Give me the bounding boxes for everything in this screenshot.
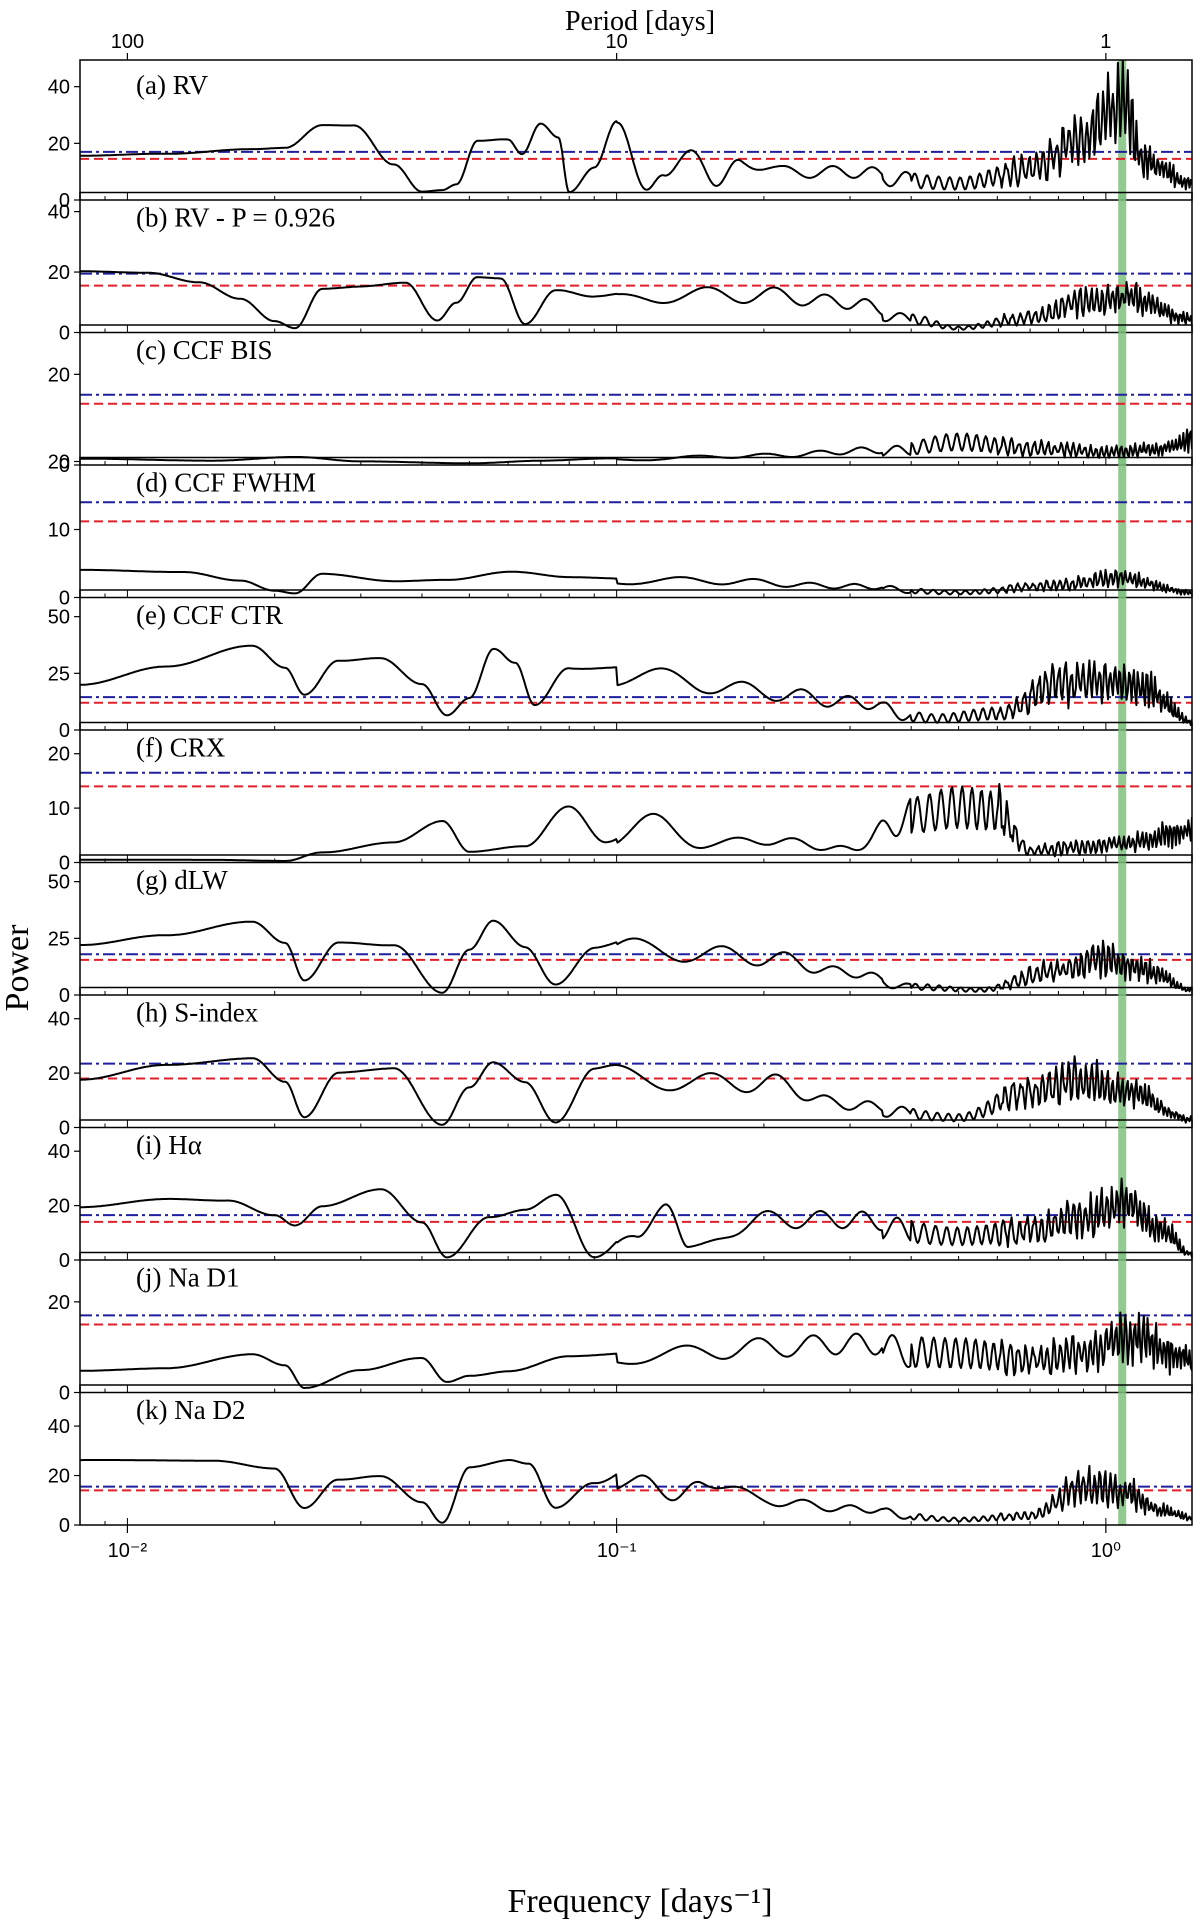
- power-series-line: [80, 1177, 1192, 1259]
- y-tick-label: 0: [59, 455, 70, 477]
- y-tick-label: 20: [48, 133, 70, 155]
- highlight-band: [1118, 60, 1127, 200]
- y-tick-label: 0: [59, 190, 70, 212]
- top-tick-label: 1: [1100, 31, 1111, 53]
- y-tick-label: 10: [48, 520, 70, 542]
- top-tick-label: 100: [111, 31, 144, 53]
- highlight-band: [1118, 457, 1127, 598]
- panel-g: 0 25 50 (g) dLW: [48, 854, 1193, 1007]
- y-tick-label: 20: [48, 1063, 70, 1085]
- highlight-band: [1118, 590, 1127, 730]
- panel-d: 0 10 20 (d) CCF FWHM: [48, 452, 1193, 610]
- top-axis-title: Period [days]: [565, 6, 715, 37]
- x-tick-label: 10⁻¹: [597, 1540, 637, 1562]
- highlight-band: [1118, 1385, 1127, 1525]
- panel-frame: [79, 589, 1193, 731]
- panel-label: (a) RV: [136, 70, 209, 100]
- power-series-line: [80, 1311, 1192, 1389]
- panel-frame: [79, 456, 1193, 599]
- y-tick-label: 20: [48, 452, 70, 474]
- y-tick-label: 0: [59, 1515, 70, 1537]
- y-tick-label: 40: [48, 202, 70, 224]
- panel-label: (h) S-index: [136, 998, 259, 1028]
- x-tick-label: 10⁰: [1091, 1540, 1121, 1562]
- panel-frame: [79, 854, 1193, 996]
- y-tick-label: 20: [48, 364, 70, 386]
- top-axis-ticks: 100 10 1: [111, 31, 1111, 60]
- panel-f: 0 10 20 (f) CRX: [48, 721, 1193, 875]
- panel-frame: [79, 59, 1193, 201]
- highlight-band: [1118, 1252, 1127, 1393]
- panel-label: (e) CCF CTR: [136, 600, 283, 630]
- y-tick-label: 20: [48, 744, 70, 766]
- x-tick-label: 10⁻²: [108, 1540, 148, 1562]
- y-tick-label: 40: [48, 1416, 70, 1438]
- y-tick-label: 20: [48, 1292, 70, 1314]
- y-tick-label: 50: [48, 872, 70, 894]
- highlight-band: [1118, 722, 1127, 863]
- highlight-band: [1118, 987, 1127, 1128]
- panel-frame: [79, 1119, 1193, 1261]
- panel-label: (d) CCF FWHM: [136, 468, 316, 498]
- power-series-line: [80, 568, 1192, 596]
- panel-j: 0 20 (j) Na D1: [48, 1251, 1193, 1405]
- highlight-band: [1118, 855, 1127, 995]
- panel-frame: [79, 191, 1193, 334]
- y-tick-label: 10: [48, 798, 70, 820]
- y-tick-label: 0: [59, 1118, 70, 1140]
- panel-label: (c) CCF BIS: [136, 335, 273, 365]
- y-tick-label: 20: [48, 262, 70, 284]
- y-tick-label: 20: [48, 1466, 70, 1488]
- y-tick-label: 50: [48, 607, 70, 629]
- panel-b: 0 20 40 (b) RV - P = 0.926: [48, 191, 1193, 345]
- x-axis-title: Frequency [days⁻¹]: [507, 1883, 772, 1920]
- power-series-line: [80, 644, 1192, 727]
- panel-i: 0 20 40 (i) Hα: [48, 1119, 1193, 1272]
- y-tick-label: 0: [59, 1250, 70, 1272]
- y-tick-label: 40: [48, 1141, 70, 1163]
- power-series-line: [80, 270, 1192, 331]
- panel-label: (j) Na D1: [136, 1263, 239, 1293]
- panel-frame: [79, 721, 1193, 864]
- y-tick-label: 40: [48, 77, 70, 99]
- y-tick-label: 40: [48, 1009, 70, 1031]
- panel-label: (g) dLW: [136, 865, 228, 895]
- panel-label: (b) RV - P = 0.926: [136, 203, 335, 233]
- power-series-line: [80, 919, 1192, 994]
- y-tick-label: 25: [48, 928, 70, 950]
- panel-h: 0 20 40 (h) S-index: [48, 986, 1193, 1140]
- panel-frame: [79, 1251, 1193, 1394]
- highlight-band: [1118, 192, 1127, 333]
- panel-frame: [79, 986, 1193, 1129]
- y-tick-label: 0: [59, 588, 70, 610]
- y-axis-title: Power: [0, 924, 36, 1012]
- panel-k: 0 20 40 (k) Na D2: [48, 1384, 1193, 1537]
- power-series-line: [80, 1055, 1192, 1126]
- top-tick-label: 10: [606, 31, 628, 53]
- y-tick-label: 25: [48, 663, 70, 685]
- panel-label: (f) CRX: [136, 733, 226, 763]
- y-tick-label: 0: [59, 985, 70, 1007]
- y-tick-label: 0: [59, 1383, 70, 1405]
- panel-a: 0 20 40 (a) RV: [48, 59, 1193, 212]
- bottom-axis-ticks: 10⁻² 10⁻¹ 10⁰: [108, 1525, 1121, 1562]
- power-series-line: [80, 60, 1192, 194]
- panel-frame: [79, 1384, 1193, 1526]
- power-series-line: [80, 783, 1192, 862]
- y-tick-label: 20: [48, 1196, 70, 1218]
- y-tick-label: 0: [59, 853, 70, 875]
- y-tick-label: 0: [59, 720, 70, 742]
- panel-label: (i) Hα: [136, 1130, 202, 1160]
- panel-e: 0 25 50 (e) CCF CTR: [48, 589, 1193, 742]
- panel-c: 020(c) CCF BIS: [48, 324, 1193, 477]
- y-tick-label: 0: [59, 323, 70, 345]
- panel-frame: [79, 324, 1193, 466]
- panel-label: (k) Na D2: [136, 1395, 245, 1425]
- power-series-line: [80, 1459, 1192, 1524]
